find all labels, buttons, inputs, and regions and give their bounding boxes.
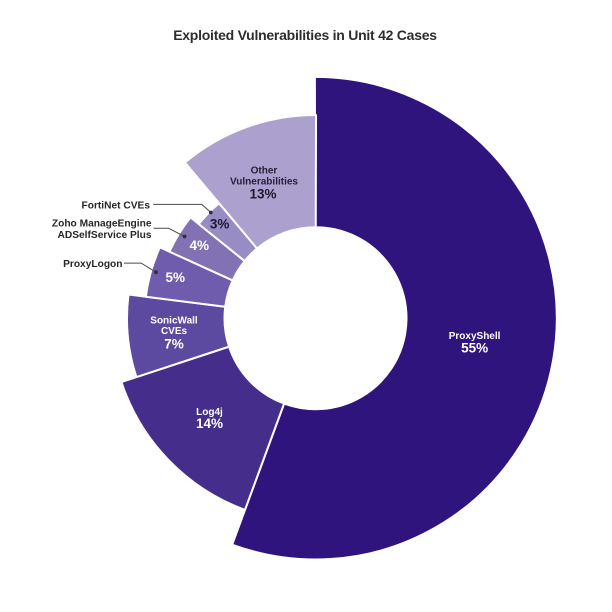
svg-text:Zoho ManageEngine: Zoho ManageEngine — [52, 219, 152, 230]
svg-text:3%: 3% — [210, 217, 230, 232]
svg-text:SonicWall: SonicWall — [150, 316, 198, 327]
svg-text:7%: 7% — [164, 337, 184, 352]
svg-text:Vulnerabilities: Vulnerabilities — [230, 176, 298, 187]
svg-text:ProxyShell: ProxyShell — [449, 331, 501, 342]
svg-text:FortiNet CVEs: FortiNet CVEs — [82, 201, 151, 212]
svg-text:CVEs: CVEs — [161, 326, 188, 337]
svg-text:55%: 55% — [461, 341, 488, 356]
svg-text:13%: 13% — [249, 186, 276, 201]
svg-text:ADSelfService Plus: ADSelfService Plus — [58, 230, 152, 241]
svg-text:Log4j: Log4j — [196, 407, 223, 418]
svg-text:5%: 5% — [165, 270, 185, 285]
svg-text:4%: 4% — [190, 238, 210, 253]
svg-text:ProxyLogon: ProxyLogon — [63, 259, 122, 270]
svg-text:14%: 14% — [196, 416, 223, 431]
svg-text:Other: Other — [251, 166, 278, 177]
svg-text:Exploited Vulnerabilities in U: Exploited Vulnerabilities in Unit 42 Cas… — [173, 27, 437, 43]
